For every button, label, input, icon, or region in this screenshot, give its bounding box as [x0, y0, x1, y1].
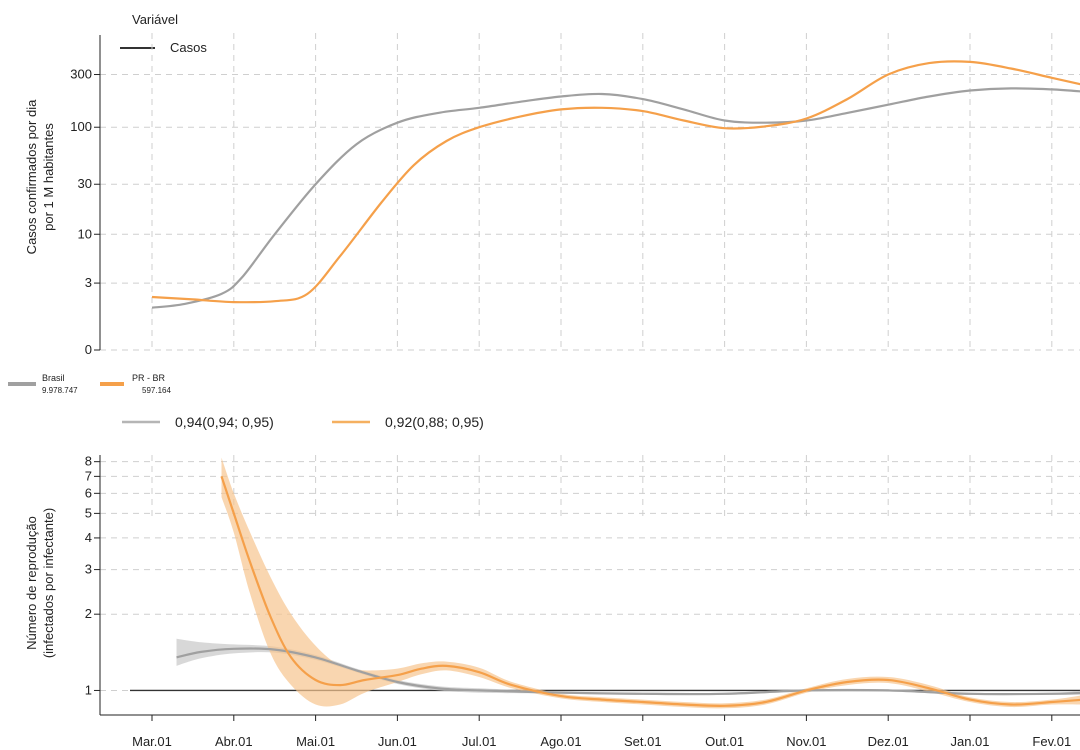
top-y-tick-label: 30 — [78, 176, 92, 191]
x-tick-label: Jul.01 — [462, 734, 497, 749]
x-tick-label: Abr.01 — [215, 734, 253, 749]
legend-rt-brasil-label: 0,94(0,94; 0,95) — [175, 414, 274, 430]
legend-mid: Brasil 9.978.747 PR - BR 597.164 — [8, 373, 171, 395]
legend-top-title: Variável — [132, 12, 178, 27]
legend-brasil-sublabel: 9.978.747 — [42, 386, 78, 395]
top-y-tick-label: 100 — [70, 119, 92, 134]
top-series-line-1 — [151, 60, 1080, 304]
top-y-axis-label-line-1: Casos confirmados por dia — [24, 99, 39, 254]
top-y-tick-label: 0 — [85, 342, 92, 357]
confidence-band-0 — [176, 638, 1080, 696]
top-series-line-0 — [151, 87, 1080, 309]
x-tick-label: Jan.01 — [950, 734, 989, 749]
top-y-tick-label: 10 — [78, 226, 92, 241]
x-tick-label: Out.01 — [705, 734, 744, 749]
bottom-y-axis-label-line-2: (infectados por infectante) — [41, 508, 56, 658]
bottom-y-axis: 1 2 3 4 5 6 78 — [85, 454, 1080, 716]
bottom-series — [176, 476, 1080, 707]
bottom-y-tick-label: 8 — [85, 454, 92, 469]
rt-series-line-1 — [220, 476, 1080, 707]
legend-rt: 0,94(0,94; 0,95) 0,92(0,88; 0,95) — [122, 414, 484, 430]
x-tick-label: Fev.01 — [1032, 734, 1071, 749]
x-tick-label: Jun.01 — [378, 734, 417, 749]
bottom-x-axis: Mar.01 Abr.01 Mai.01 Jun.01 Jul.01 Ago.01 Set.… — [132, 715, 1071, 749]
bottom-y-axis-label-line-1: Número de reprodução — [24, 516, 39, 650]
legend-top: Variável Casos — [120, 12, 207, 55]
x-tick-label: Nov.01 — [786, 734, 826, 749]
bottom-y-tick-label: 3 — [85, 562, 92, 577]
legend-pr-sublabel: 597.164 — [142, 386, 171, 395]
bottom-y-tick-label: 6 — [85, 485, 92, 500]
panel-bottom-rt: 1 2 3 4 5 6 78 Número de reprodução (infectado… — [24, 454, 1080, 749]
legend-casos-label: Casos — [170, 40, 207, 55]
bottom-y-tick-label: 2 — [85, 606, 92, 621]
x-tick-label: Mai.01 — [296, 734, 335, 749]
bottom-y-tick-label: 7 — [85, 468, 92, 483]
top-y-axis-label-line-2: por 1 M habitantes — [41, 123, 56, 231]
bottom-y-tick-label: 1 — [85, 682, 92, 697]
top-grid — [100, 33, 1080, 351]
x-tick-label: Ago.01 — [540, 734, 581, 749]
legend-pr-label: PR - BR — [132, 373, 166, 383]
bottom-y-tick-label: 5 — [85, 505, 92, 520]
x-tick-label: Mar.01 — [132, 734, 172, 749]
x-tick-label: Dez.01 — [868, 734, 909, 749]
x-tick-label: Set.01 — [624, 734, 662, 749]
top-y-tick-label: 3 — [85, 275, 92, 290]
panel-top-cases: 0 3 10 30 100 300 Casos confirmados por dia p… — [24, 33, 1080, 357]
legend-brasil-label: Brasil — [42, 373, 65, 383]
bottom-y-tick-label: 4 — [85, 530, 92, 545]
top-y-axis: 0 3 10 30 100 300 — [70, 35, 101, 357]
bottom-confidence-bands — [176, 457, 1080, 709]
rt-series-line-0 — [176, 647, 1080, 696]
confidence-band-1 — [221, 457, 1080, 709]
top-series — [151, 60, 1080, 309]
legend-rt-pr-label: 0,92(0,88; 0,95) — [385, 414, 484, 430]
top-y-tick-label: 300 — [70, 67, 92, 82]
